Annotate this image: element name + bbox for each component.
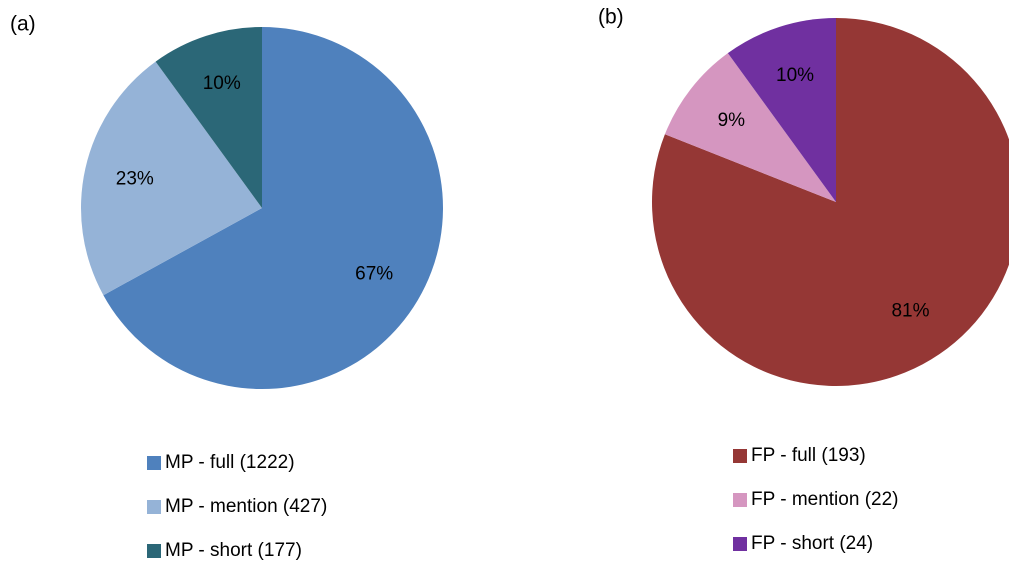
legend-label: FP - short (24) bbox=[751, 533, 873, 554]
legend-label: MP - mention (427) bbox=[165, 496, 327, 517]
pie-slice bbox=[103, 27, 443, 389]
chart-title: (a) bbox=[10, 13, 36, 36]
legend-label: FP - mention (22) bbox=[751, 489, 898, 510]
pie-slice bbox=[727, 18, 836, 202]
slice-label: 81% bbox=[891, 301, 929, 322]
pie-slice bbox=[652, 18, 1009, 386]
legend-swatch bbox=[147, 456, 161, 470]
legend-swatch bbox=[733, 449, 747, 463]
legend-label: MP - full (1222) bbox=[165, 452, 295, 473]
pie-slice bbox=[155, 27, 262, 208]
legend-label: MP - short (177) bbox=[165, 540, 302, 561]
slice-label: 9% bbox=[718, 110, 746, 131]
legend-label: FP - full (193) bbox=[751, 445, 866, 466]
pie-slice bbox=[81, 61, 263, 296]
slice-label: 10% bbox=[776, 65, 814, 86]
slice-label: 23% bbox=[116, 169, 154, 190]
slice-label: 10% bbox=[203, 73, 241, 94]
legend-swatch bbox=[733, 537, 747, 551]
legend-swatch bbox=[147, 544, 161, 558]
pie-slice bbox=[664, 53, 836, 203]
slice-label: 67% bbox=[355, 263, 393, 284]
legend-swatch bbox=[147, 500, 161, 514]
chart-title: (b) bbox=[598, 6, 624, 29]
legend-swatch bbox=[733, 493, 747, 507]
